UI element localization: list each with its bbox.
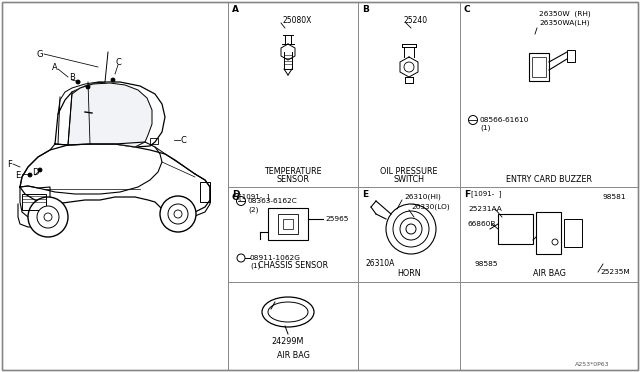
- Text: B: B: [362, 4, 369, 13]
- Polygon shape: [400, 57, 418, 77]
- Text: A: A: [232, 4, 239, 13]
- Bar: [22, 194, 46, 210]
- Text: F: F: [8, 160, 12, 169]
- Circle shape: [160, 196, 196, 232]
- Circle shape: [38, 168, 42, 172]
- Circle shape: [111, 78, 115, 82]
- Text: 98585: 98585: [475, 261, 499, 267]
- Text: 08566-61610: 08566-61610: [480, 117, 529, 123]
- Bar: [268, 208, 308, 240]
- Text: E: E: [362, 189, 368, 199]
- Text: C: C: [464, 4, 470, 13]
- Text: C: C: [180, 135, 186, 144]
- Text: 26350W  (RH): 26350W (RH): [539, 11, 591, 17]
- Text: 25240: 25240: [404, 16, 428, 25]
- Polygon shape: [55, 82, 165, 147]
- Text: 25080X: 25080X: [283, 16, 312, 25]
- Text: C: C: [115, 58, 121, 67]
- Text: B: B: [69, 73, 75, 81]
- Bar: [529, 53, 549, 81]
- Text: 98581: 98581: [603, 194, 627, 200]
- Circle shape: [86, 85, 90, 89]
- Polygon shape: [20, 142, 162, 194]
- Polygon shape: [281, 44, 295, 60]
- Bar: [564, 219, 582, 247]
- Bar: [536, 212, 561, 254]
- Text: 25235M: 25235M: [600, 269, 630, 275]
- Text: 26310A: 26310A: [366, 260, 396, 269]
- Bar: [150, 138, 158, 144]
- Text: E: E: [15, 170, 20, 180]
- Text: F: F: [464, 189, 470, 199]
- Circle shape: [76, 80, 80, 84]
- Text: (2): (2): [248, 207, 259, 213]
- Text: D: D: [32, 167, 38, 176]
- Text: 08911-1062G: 08911-1062G: [250, 255, 301, 261]
- Text: 26330(LO): 26330(LO): [411, 204, 450, 210]
- Bar: [200, 182, 210, 202]
- Text: 26350WA(LH): 26350WA(LH): [539, 20, 589, 26]
- Text: (1): (1): [480, 125, 490, 131]
- Text: AIR BAG: AIR BAG: [276, 352, 309, 360]
- Text: 25231AA: 25231AA: [468, 206, 502, 212]
- Circle shape: [168, 204, 188, 224]
- Text: A253*0P63: A253*0P63: [575, 362, 610, 367]
- Text: OIL PRESSURE: OIL PRESSURE: [380, 167, 438, 176]
- Bar: [278, 214, 298, 234]
- Text: N: N: [239, 256, 243, 260]
- Polygon shape: [20, 186, 50, 219]
- Text: A: A: [52, 62, 58, 71]
- Text: 24299M: 24299M: [272, 337, 304, 346]
- Text: D: D: [232, 189, 239, 199]
- Text: [1091-  ]: [1091- ]: [239, 193, 269, 201]
- Text: G: G: [36, 49, 44, 58]
- Text: SWITCH: SWITCH: [394, 174, 424, 183]
- Text: TEMPERATURE: TEMPERATURE: [264, 167, 322, 176]
- Text: G: G: [232, 192, 239, 202]
- Text: CHASSIS SENSOR: CHASSIS SENSOR: [258, 262, 328, 270]
- Bar: [498, 214, 533, 244]
- Bar: [283, 219, 293, 229]
- Text: 08363-6162C: 08363-6162C: [248, 198, 298, 204]
- Circle shape: [28, 197, 68, 237]
- Text: AIR BAG: AIR BAG: [532, 269, 565, 279]
- Circle shape: [37, 206, 59, 228]
- Circle shape: [28, 173, 32, 177]
- Bar: [532, 57, 546, 77]
- Text: 26310(HI): 26310(HI): [404, 194, 441, 200]
- Text: HORN: HORN: [397, 269, 421, 279]
- Bar: [567, 50, 575, 62]
- Text: SENSOR: SENSOR: [276, 174, 310, 183]
- Polygon shape: [20, 144, 210, 214]
- Text: 25965: 25965: [325, 216, 348, 222]
- Text: 66860B: 66860B: [468, 221, 497, 227]
- Polygon shape: [68, 83, 152, 147]
- Text: (1): (1): [250, 263, 260, 269]
- Circle shape: [237, 254, 245, 262]
- Text: ENTRY CARD BUZZER: ENTRY CARD BUZZER: [506, 174, 592, 183]
- Text: [1091-  ]: [1091- ]: [471, 190, 502, 198]
